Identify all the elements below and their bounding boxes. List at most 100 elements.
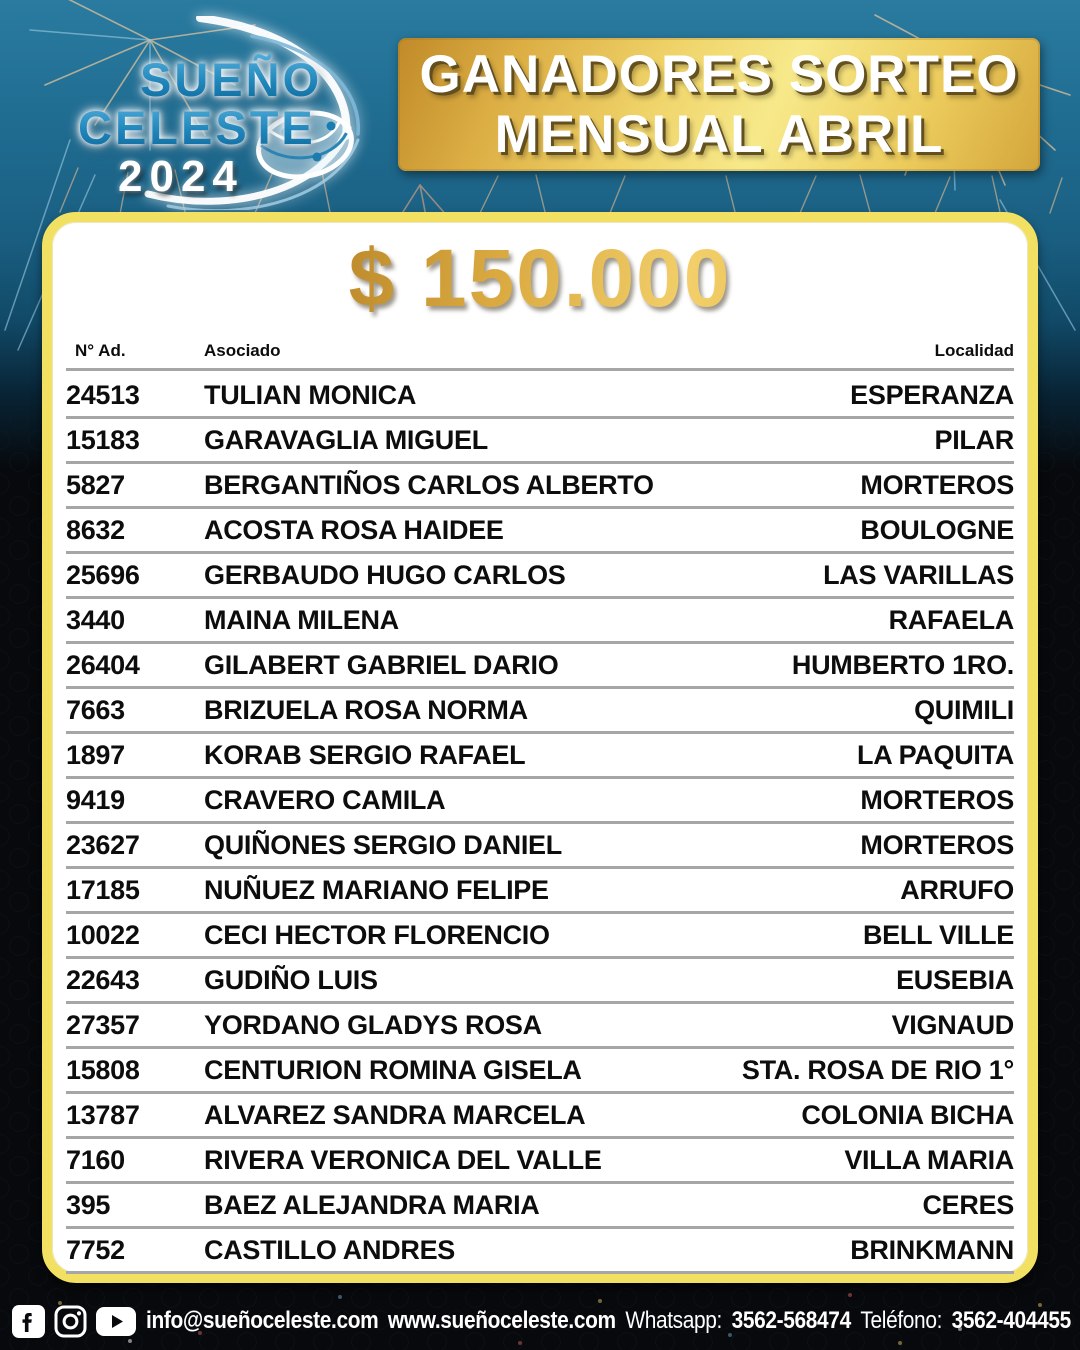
column-header-number: N° Ad.: [75, 341, 126, 360]
sueno-celeste-logo: SUEÑO CELESTE 2024: [40, 16, 410, 210]
column-header-member: Asociado: [204, 341, 281, 360]
table-row: 26404 GILABERT GABRIEL DARIO HUMBERTO 1R…: [66, 644, 1014, 689]
member-name: BRIZUELA ROSA NORMA: [204, 694, 528, 725]
table-row: 23627 QUIÑONES SERGIO DANIEL MORTEROS: [66, 824, 1014, 869]
member-number: 26404: [66, 649, 140, 680]
whatsapp-label: Whatsapp:: [625, 1307, 723, 1334]
member-city: QUIMILI: [914, 694, 1014, 725]
member-city: EUSEBIA: [896, 964, 1014, 995]
logo-swoosh-icon: [144, 16, 360, 210]
member-city: MORTEROS: [860, 829, 1014, 860]
table-row: 22643 GUDIÑO LUIS EUSEBIA: [66, 959, 1014, 1004]
member-name: YORDANO GLADYS ROSA: [204, 1009, 542, 1040]
table-row: 13787 ALVAREZ SANDRA MARCELA COLONIA BIC…: [66, 1094, 1014, 1139]
member-number: 7160: [66, 1144, 125, 1175]
member-name: KORAB SERGIO RAFAEL: [204, 739, 526, 770]
table-row: 8632 ACOSTA ROSA HAIDEE BOULOGNE: [66, 509, 1014, 554]
confetti-graphic: [58, 1293, 1042, 1345]
member-city: LA PAQUITA: [857, 739, 1014, 770]
member-city: VIGNAUD: [891, 1009, 1015, 1040]
table-row: 27357 YORDANO GLADYS ROSA VIGNAUD: [66, 1004, 1014, 1049]
youtube-icon[interactable]: [96, 1306, 136, 1337]
member-name: MAINA MILENA: [204, 604, 399, 635]
member-city: LAS VARILLAS: [823, 559, 1014, 590]
member-name: RIVERA VERONICA DEL VALLE: [204, 1144, 602, 1175]
logo-year: 2024: [118, 152, 244, 201]
member-name: GERBAUDO HUGO CARLOS: [204, 559, 566, 590]
member-name: ALVAREZ SANDRA MARCELA: [204, 1099, 586, 1130]
prize-amount: $ 150.000: [52, 232, 1028, 326]
table-row: 24513 TULIAN MONICA ESPERANZA: [66, 374, 1014, 419]
social-icons: [12, 1304, 136, 1338]
member-city: RAFAELA: [888, 604, 1015, 635]
member-number: 9419: [66, 784, 125, 815]
member-name: QUIÑONES SERGIO DANIEL: [204, 829, 562, 860]
table-row: 15808 CENTURION ROMINA GISELA STA. ROSA …: [66, 1049, 1014, 1094]
logo-text-line1: SUEÑO: [140, 53, 323, 106]
member-name: GILABERT GABRIEL DARIO: [204, 649, 559, 680]
member-number: 27357: [66, 1009, 140, 1040]
table-row: 395 BAEZ ALEJANDRA MARIA CERES: [66, 1184, 1014, 1229]
member-name: GUDIÑO LUIS: [204, 964, 378, 995]
member-city: VILLA MARIA: [844, 1144, 1014, 1175]
member-name: BERGANTIÑOS CARLOS ALBERTO: [204, 469, 654, 500]
member-number: 15808: [66, 1054, 140, 1085]
member-name: ACOSTA ROSA HAIDEE: [204, 514, 504, 545]
phone-number: 3562-404455: [951, 1307, 1072, 1334]
table-row: 25696 GERBAUDO HUGO CARLOS LAS VARILLAS: [66, 554, 1014, 599]
instagram-icon[interactable]: [54, 1305, 87, 1338]
member-city: ARRUFO: [900, 874, 1014, 905]
table-row: 5827 BERGANTIÑOS CARLOS ALBERTO MORTEROS: [66, 464, 1014, 509]
column-header-city: Localidad: [934, 341, 1014, 360]
member-number: 25696: [66, 559, 140, 590]
table-row: 7663 BRIZUELA ROSA NORMA QUIMILI: [66, 689, 1014, 734]
table-header: N° Ad. Asociado Localidad: [66, 332, 1014, 371]
member-number: 10022: [66, 919, 140, 950]
phone-label: Teléfono:: [860, 1307, 943, 1334]
member-city: STA. ROSA DE RIO 1°: [741, 1054, 1014, 1085]
member-number: 23627: [66, 829, 140, 860]
member-number: 17185: [66, 874, 140, 905]
member-city: COLONIA BICHA: [801, 1099, 1014, 1130]
member-city: BELL VILLE: [862, 919, 1014, 950]
table-row: 1897 KORAB SERGIO RAFAEL LA PAQUITA: [66, 734, 1014, 779]
table-row: 3440 MAINA MILENA RAFAELA: [66, 599, 1014, 644]
member-name: CASTILLO ANDRES: [204, 1234, 455, 1265]
website-link[interactable]: www.sueñoceleste.com: [387, 1307, 616, 1334]
member-name: CENTURION ROMINA GISELA: [204, 1054, 582, 1085]
member-city: HUMBERTO 1RO.: [791, 649, 1014, 680]
member-number: 15183: [66, 424, 140, 455]
table-row: 10022 CECI HECTOR FLORENCIO BELL VILLE: [66, 914, 1014, 959]
member-name: GARAVAGLIA MIGUEL: [204, 424, 488, 455]
email-link[interactable]: info@sueñoceleste.com: [146, 1307, 379, 1334]
table-row: 7160 RIVERA VERONICA DEL VALLE VILLA MAR…: [66, 1139, 1014, 1184]
member-name: CRAVERO CAMILA: [204, 784, 446, 815]
contact-info: info@sueñoceleste.com www.sueñoceleste.c…: [146, 1307, 1071, 1335]
member-name: BAEZ ALEJANDRA MARIA: [204, 1189, 540, 1220]
table-row: 15183 GARAVAGLIA MIGUEL PILAR: [66, 419, 1014, 464]
banner-title-line2: MENSUAL ABRIL: [494, 104, 944, 164]
table-row: 17185 NUÑUEZ MARIANO FELIPE ARRUFO: [66, 869, 1014, 914]
member-city: MORTEROS: [860, 784, 1014, 815]
member-number: 5827: [66, 469, 125, 500]
winners-card: $ 150.000 N° Ad. Asociado Localidad 2451…: [42, 212, 1038, 1283]
member-city: PILAR: [934, 424, 1014, 455]
member-number: 8632: [66, 514, 125, 545]
member-number: 22643: [66, 964, 140, 995]
facebook-icon[interactable]: [12, 1304, 45, 1338]
winners-table: 24513 TULIAN MONICA ESPERANZA 15183 GARA…: [66, 374, 1014, 1274]
member-number: 3440: [66, 604, 125, 635]
member-number: 7663: [66, 694, 125, 725]
table-row: 9419 CRAVERO CAMILA MORTEROS: [66, 779, 1014, 824]
member-city: ESPERANZA: [850, 379, 1014, 410]
member-number: 7752: [66, 1234, 125, 1265]
member-name: TULIAN MONICA: [204, 379, 417, 410]
member-city: BOULOGNE: [860, 514, 1014, 545]
member-number: 13787: [66, 1099, 140, 1130]
member-name: CECI HECTOR FLORENCIO: [204, 919, 550, 950]
banner-title-line1: GANADORES SORTEO: [419, 44, 1019, 104]
title-banner: GANADORES SORTEO MENSUAL ABRIL: [398, 38, 1040, 171]
member-city: CERES: [922, 1189, 1014, 1220]
footer: info@sueñoceleste.com www.sueñoceleste.c…: [0, 1292, 1080, 1350]
